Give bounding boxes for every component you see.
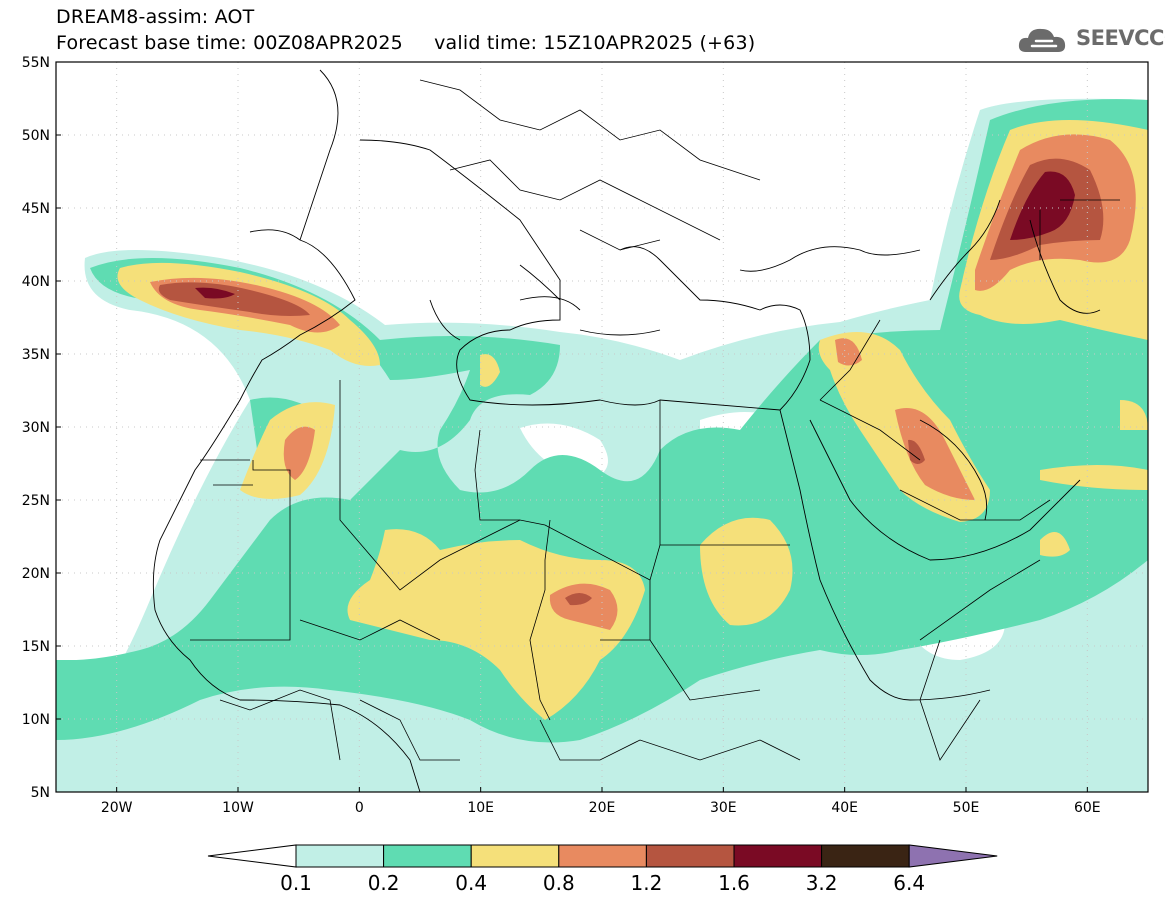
lat-tick-label: 10N (22, 712, 50, 728)
lon-tick-label: 0 (355, 800, 364, 816)
colorbar-labels: 0.1 0.2 0.4 0.8 1.2 1.6 3.2 6.4 (280, 871, 925, 895)
colorbar-min-arrow (207, 844, 297, 868)
colorbar-box (645, 844, 735, 868)
lon-tick-label: 60E (1074, 800, 1101, 816)
lat-tick-label: 20N (22, 566, 50, 582)
lon-tick-label: 10W (222, 800, 254, 816)
lon-tick-label: 20E (589, 800, 616, 816)
chart-title: DREAM8-assim: AOT (56, 6, 255, 28)
colorbar-box (558, 844, 647, 868)
lon-tick-label: 30E (710, 800, 737, 816)
aot-field (56, 98, 1148, 792)
colorbar-label: 1.6 (718, 871, 750, 895)
colorbar-label: 1.2 (630, 871, 662, 895)
aot-contour-1.6 (195, 171, 1075, 299)
lat-tick-label: 50N (22, 128, 50, 144)
lon-tick-label: 20W (101, 800, 133, 816)
forecast-time-subtitle: Forecast base time: 00Z08APR2025 valid t… (56, 32, 756, 54)
colorbar-box (733, 844, 823, 868)
lat-tick-label: 40N (22, 274, 50, 290)
lat-tick-label: 5N (31, 785, 50, 801)
colorbar-label: 0.1 (280, 871, 312, 895)
lon-tick-label: 10E (467, 800, 494, 816)
colorbar-box (821, 844, 910, 868)
lat-tick-label: 25N (22, 493, 50, 509)
colorbar-label: 3.2 (806, 871, 838, 895)
lat-tick-label: 30N (22, 420, 50, 436)
cloud-logo-icon (1018, 28, 1066, 52)
lat-tick-label: 35N (22, 347, 50, 363)
logo-text: SEEVCCC (1076, 26, 1165, 50)
latitude-axis: 55N 50N 45N 40N 35N 30N 25N 20N 15N 10N 5N (22, 55, 61, 801)
lat-tick-label: 45N (22, 201, 50, 217)
country-borders (190, 79, 1120, 761)
colorbar-box (295, 844, 385, 868)
colorbar-box (383, 844, 472, 868)
colorbar-label: 0.2 (368, 871, 400, 895)
lon-tick-label: 40E (831, 800, 858, 816)
colorbar-box (470, 844, 560, 868)
colorbar-label: 0.8 (543, 871, 575, 895)
lon-tick-label: 50E (953, 800, 980, 816)
colorbar-boxes (207, 844, 998, 868)
colorbar-label: 6.4 (893, 871, 925, 895)
longitude-axis: 20W 10W 0 10E 20E 30E 40E 50E 60E (101, 787, 1101, 816)
lat-tick-label: 15N (22, 639, 50, 655)
lat-tick-label: 55N (22, 55, 50, 71)
coastlines (152, 69, 1101, 792)
colorbar-max-arrow (908, 844, 998, 868)
colorbar-label: 0.4 (455, 871, 487, 895)
